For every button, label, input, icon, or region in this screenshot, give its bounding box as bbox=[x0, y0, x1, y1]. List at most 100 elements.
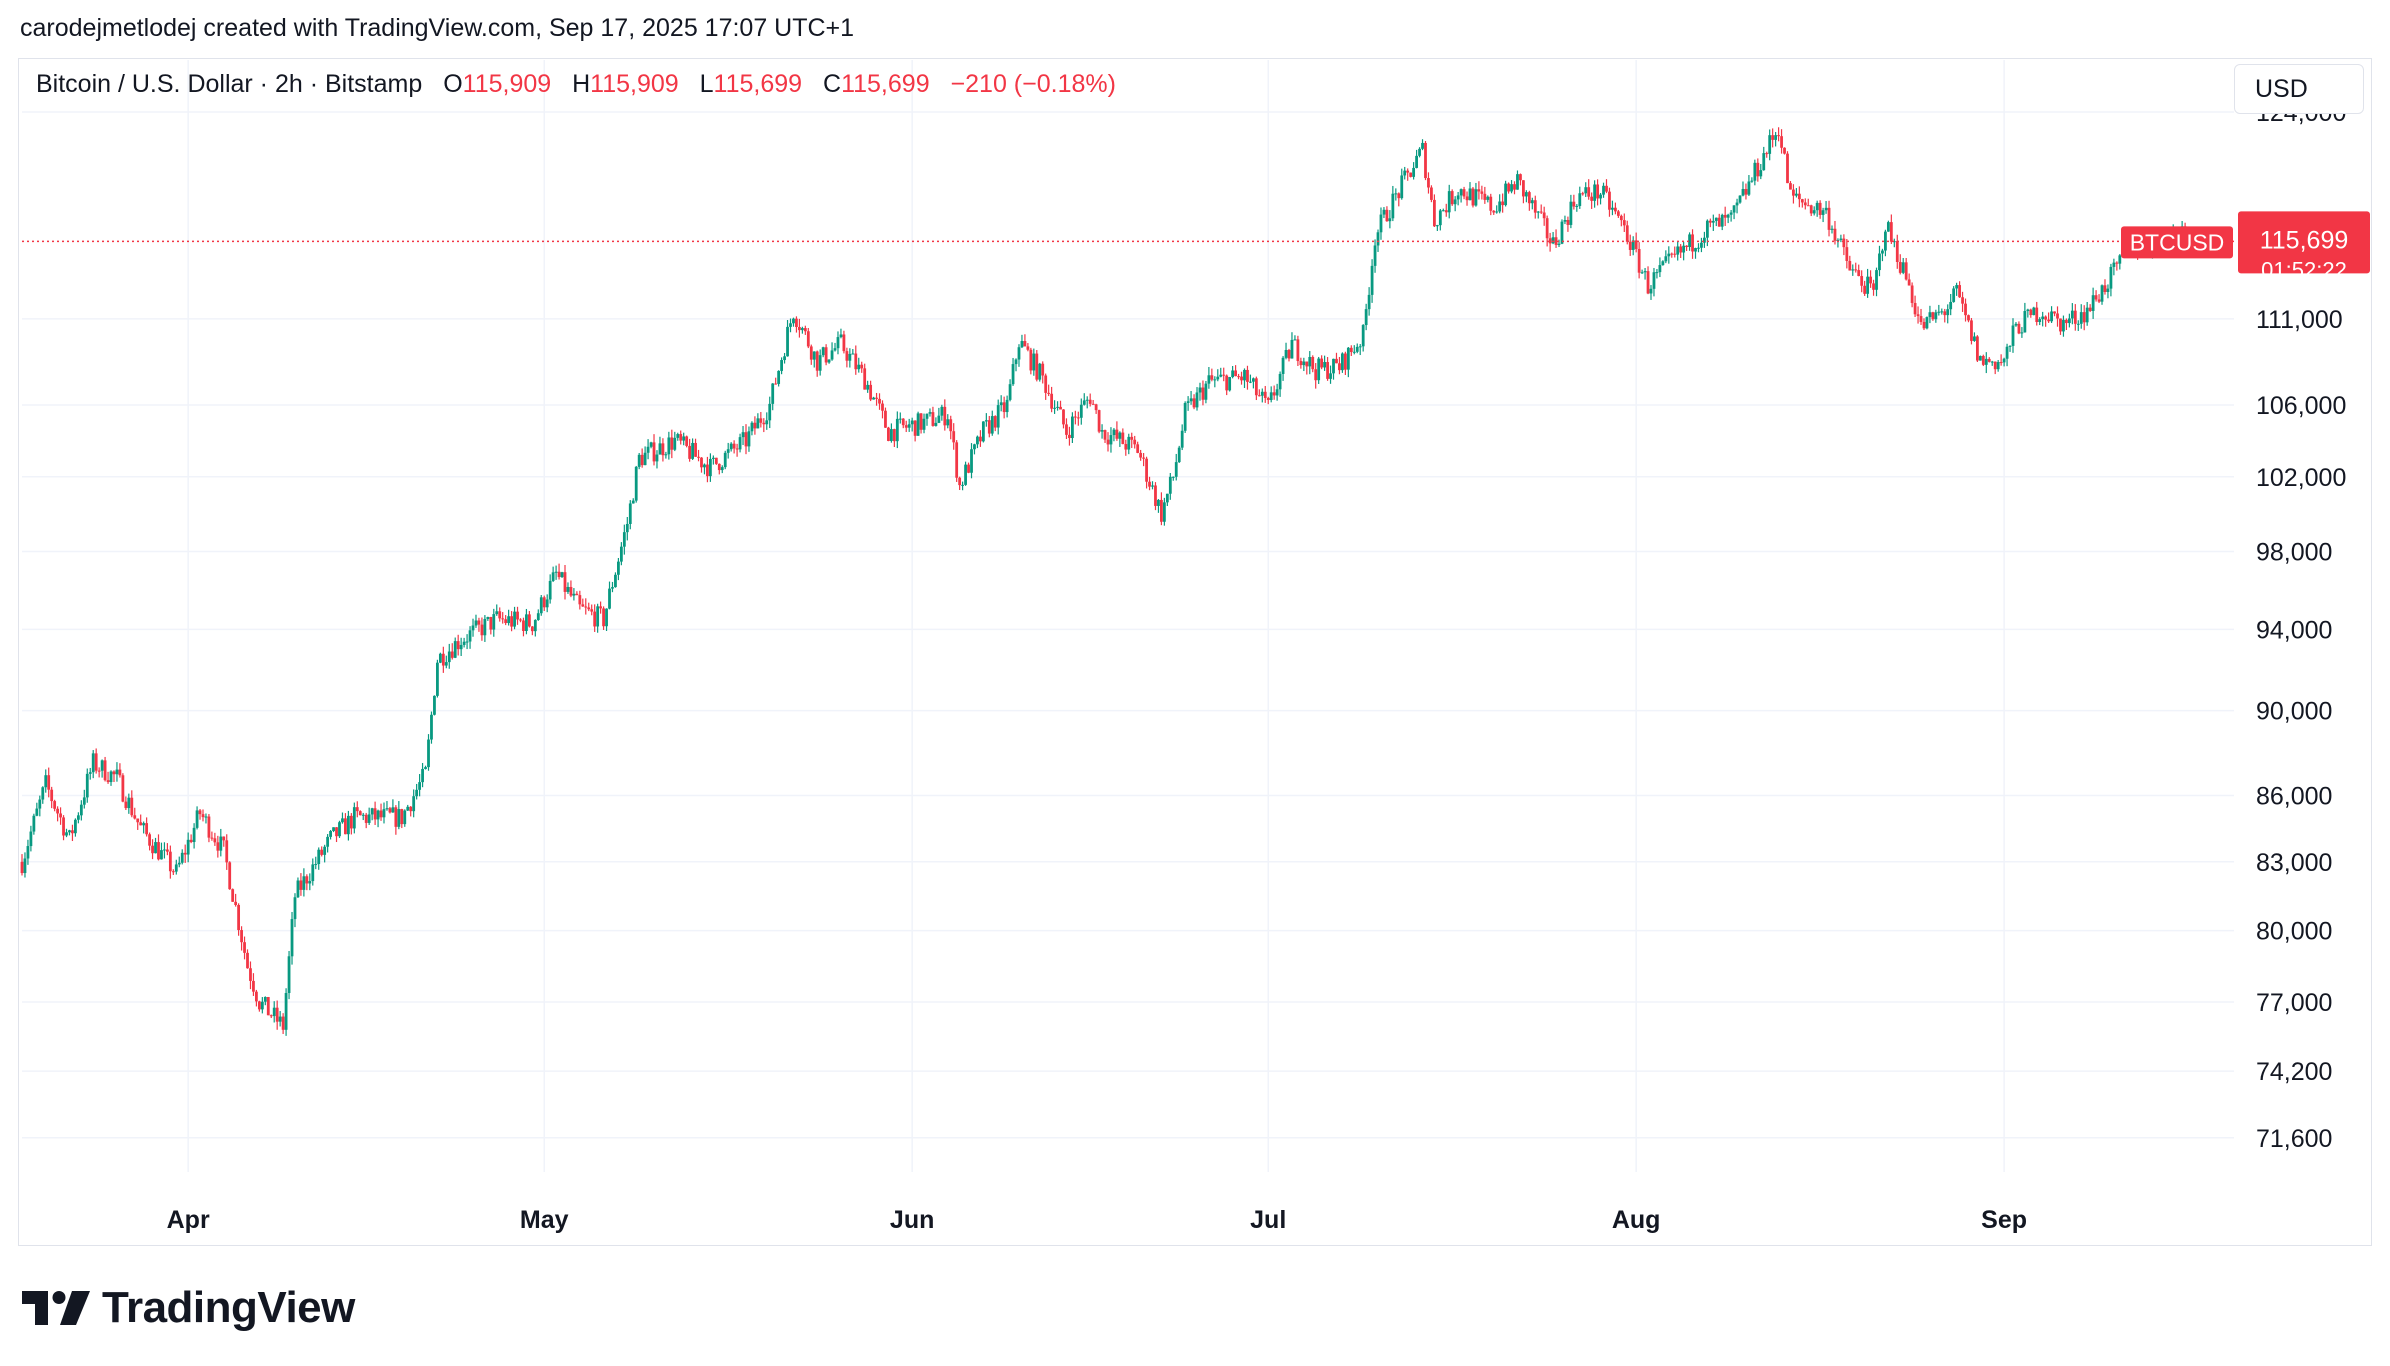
candle bbox=[255, 989, 258, 1007]
candle bbox=[367, 807, 371, 825]
candle bbox=[174, 859, 178, 875]
candle bbox=[1130, 432, 1134, 448]
candle bbox=[26, 839, 30, 865]
candle bbox=[192, 823, 196, 849]
candle bbox=[1020, 334, 1024, 349]
candle bbox=[1940, 308, 1944, 315]
candle bbox=[382, 802, 386, 824]
candle bbox=[1343, 351, 1347, 375]
candle bbox=[2079, 304, 2083, 329]
candle bbox=[183, 844, 187, 863]
candle bbox=[640, 448, 644, 468]
candle bbox=[1723, 206, 1727, 226]
candle bbox=[979, 430, 982, 447]
candle bbox=[1622, 213, 1626, 232]
candle bbox=[2091, 287, 2095, 319]
candle bbox=[1174, 453, 1178, 481]
candle bbox=[1691, 229, 1694, 259]
candle bbox=[2097, 294, 2101, 304]
y-tick-label: 77,000 bbox=[2256, 989, 2332, 1017]
candle bbox=[1833, 220, 1837, 245]
candle bbox=[168, 845, 172, 879]
candle bbox=[946, 414, 950, 429]
candle bbox=[1738, 195, 1742, 204]
last-price-line: BTCUSD 115,699 01:52:22 bbox=[22, 211, 2370, 282]
candle bbox=[1973, 332, 1976, 342]
candle bbox=[501, 612, 505, 624]
currency-selector-button[interactable]: USD bbox=[2234, 64, 2364, 114]
candle bbox=[2035, 301, 2039, 326]
candle bbox=[1536, 211, 1540, 219]
candle bbox=[1056, 401, 1059, 411]
candle bbox=[252, 973, 255, 996]
candle bbox=[1937, 304, 1941, 316]
candle bbox=[1355, 343, 1359, 354]
candle bbox=[1139, 449, 1143, 461]
candle bbox=[1563, 215, 1567, 225]
candle bbox=[2100, 284, 2104, 305]
candle bbox=[967, 462, 970, 474]
candle bbox=[1231, 366, 1235, 379]
candle bbox=[320, 846, 324, 857]
candle bbox=[65, 828, 68, 838]
candle bbox=[195, 806, 199, 830]
candle bbox=[225, 834, 229, 870]
candle bbox=[222, 836, 226, 847]
candle bbox=[1204, 380, 1208, 404]
candle bbox=[1290, 332, 1294, 359]
candle bbox=[916, 411, 920, 436]
candle bbox=[471, 618, 475, 637]
candle bbox=[1335, 352, 1338, 364]
candle bbox=[1590, 192, 1594, 209]
candle bbox=[1287, 348, 1291, 362]
candle bbox=[1106, 432, 1110, 452]
candle bbox=[76, 812, 80, 824]
candle bbox=[800, 326, 804, 334]
candle bbox=[854, 345, 858, 375]
close-value: 115,699 bbox=[841, 70, 930, 98]
candle bbox=[2065, 318, 2068, 330]
candle bbox=[937, 407, 941, 424]
candle bbox=[385, 801, 389, 811]
candle bbox=[1708, 218, 1712, 228]
candle bbox=[71, 824, 74, 842]
candle bbox=[38, 795, 42, 817]
candle bbox=[1777, 127, 1780, 142]
candle bbox=[329, 830, 332, 840]
candle bbox=[504, 615, 508, 626]
candle bbox=[1581, 191, 1585, 196]
candle bbox=[1851, 264, 1855, 276]
candle bbox=[602, 606, 605, 630]
candle bbox=[1109, 427, 1113, 453]
candle bbox=[780, 357, 784, 375]
candle bbox=[679, 430, 683, 445]
candle bbox=[453, 637, 457, 659]
candle bbox=[522, 617, 525, 637]
candle bbox=[1189, 390, 1193, 405]
candle-series bbox=[20, 127, 2196, 1036]
candle bbox=[204, 813, 208, 824]
candle bbox=[655, 450, 659, 469]
candle bbox=[23, 852, 27, 878]
candle bbox=[1881, 248, 1884, 262]
candle bbox=[1504, 180, 1508, 207]
candle bbox=[495, 604, 499, 616]
candle bbox=[881, 400, 884, 419]
candle bbox=[1907, 273, 1911, 286]
candle bbox=[1619, 214, 1623, 227]
tradingview-logo[interactable]: TradingView bbox=[22, 1283, 355, 1333]
candle bbox=[1338, 356, 1341, 375]
candle bbox=[1958, 281, 1961, 298]
candle bbox=[231, 888, 235, 902]
candle bbox=[703, 463, 706, 475]
candle bbox=[1029, 347, 1033, 375]
candle bbox=[100, 759, 104, 778]
candle bbox=[860, 361, 864, 373]
candle bbox=[1848, 255, 1852, 271]
candle bbox=[919, 413, 923, 434]
candle bbox=[142, 821, 146, 834]
candle bbox=[1430, 185, 1433, 203]
candle bbox=[394, 805, 398, 835]
candle bbox=[35, 802, 39, 817]
